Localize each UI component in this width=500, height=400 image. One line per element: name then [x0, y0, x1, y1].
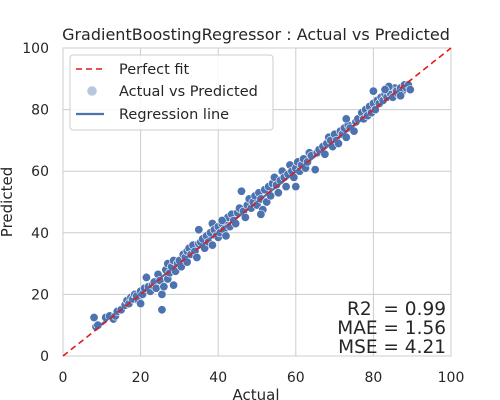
- scatter-point: [192, 252, 202, 262]
- scatter-point: [89, 312, 99, 322]
- x-axis-ticks: 0 20 40 60 80 100: [59, 370, 465, 386]
- metrics-annotation: R2 = 0.99 MAE = 1.56 MSE = 4.21: [337, 299, 446, 358]
- legend-scatter-label: Actual vs Predicted: [119, 84, 258, 100]
- scatter-point: [136, 299, 146, 309]
- scatter-point: [236, 186, 246, 196]
- scatter-point: [159, 282, 169, 292]
- scatter-point: [341, 114, 351, 124]
- x-tick-label: 40: [209, 370, 227, 386]
- legend-perfect-fit-label: Perfect fit: [119, 62, 190, 78]
- y-tick-label: 0: [40, 349, 49, 365]
- legend-box: [69, 54, 274, 131]
- scatter-point: [141, 272, 151, 282]
- scatter-point: [368, 86, 378, 96]
- scatter-point: [240, 212, 250, 222]
- y-tick-label: 20: [31, 287, 49, 303]
- scatter-point: [256, 209, 266, 219]
- y-tick-label: 60: [31, 164, 49, 180]
- scatter-point: [396, 91, 406, 101]
- scatter-point: [221, 231, 231, 241]
- scatter-point: [157, 305, 167, 315]
- x-tick-label: 60: [287, 370, 305, 386]
- scatter-point: [310, 165, 320, 175]
- scatter-point: [207, 240, 217, 250]
- scatter-point: [281, 182, 291, 192]
- legend-regression-label: Regression line: [119, 107, 229, 123]
- scatter-point: [169, 280, 179, 290]
- scatter-point: [380, 85, 390, 95]
- y-axis-ticks: 0 20 40 60 80 100: [22, 41, 49, 365]
- metric-mae: MAE = 1.56: [337, 318, 446, 339]
- scatter-point: [273, 188, 283, 198]
- x-tick-label: 80: [364, 370, 382, 386]
- legend: Perfect fit Actual vs Predicted Regressi…: [69, 54, 274, 131]
- scatter-point: [217, 215, 227, 225]
- x-axis-label: Actual: [233, 386, 280, 400]
- scatter-point: [291, 182, 301, 192]
- x-tick-label: 100: [438, 370, 465, 386]
- scatter-point: [320, 149, 330, 159]
- chart-title: GradientBoostingRegressor : Actual vs Pr…: [62, 25, 450, 44]
- x-tick-label: 20: [132, 370, 150, 386]
- scatter-point: [194, 225, 204, 235]
- y-tick-label: 80: [31, 103, 49, 119]
- scatter-point: [157, 289, 167, 299]
- perfect-fit-line: [62, 47, 452, 357]
- metric-mse: MSE = 4.21: [338, 337, 446, 358]
- y-tick-label: 100: [22, 41, 49, 57]
- legend-scatter-swatch: [86, 85, 98, 97]
- metric-r2: R2 = 0.99: [347, 299, 446, 320]
- scatter-point: [405, 85, 415, 95]
- y-axis-label: Predicted: [0, 167, 16, 237]
- x-tick-label: 0: [59, 370, 68, 386]
- y-tick-label: 40: [31, 226, 49, 242]
